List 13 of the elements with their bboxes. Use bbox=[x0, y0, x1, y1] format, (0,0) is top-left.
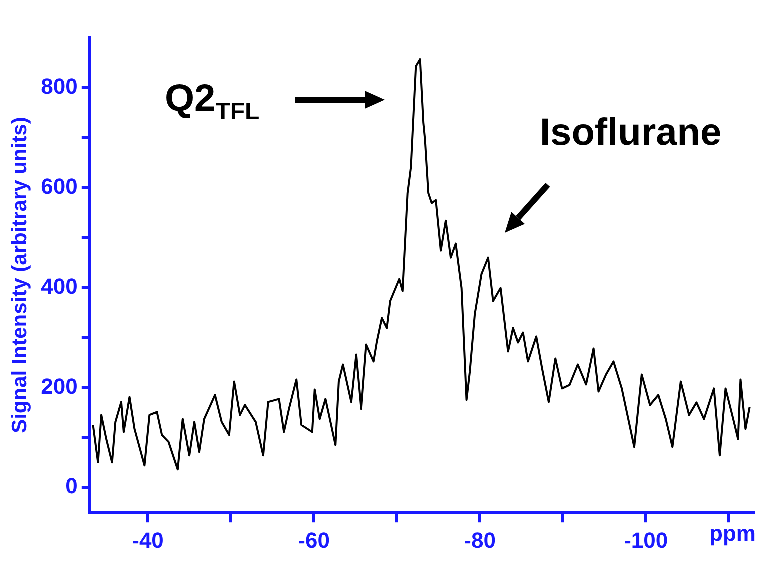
annotation: Isoflurane bbox=[540, 112, 722, 155]
y-tick-label: 0 bbox=[66, 474, 78, 499]
y-tick-label: 800 bbox=[41, 74, 78, 100]
y-tick-label: 600 bbox=[41, 174, 78, 199]
annotation: Q2$_{TFL}$ bbox=[165, 78, 260, 127]
x-tick-label: -80 bbox=[464, 528, 496, 553]
y-tick-label: 200 bbox=[41, 374, 78, 399]
x-tick-label: -40 bbox=[132, 528, 164, 553]
x-tick-label: -60 bbox=[298, 528, 330, 553]
y-tick-label: 400 bbox=[41, 274, 78, 299]
y-axis-title: Signal Intensity (arbitrary units) bbox=[8, 117, 32, 434]
x-tick-label: -100 bbox=[624, 528, 668, 553]
x-axis-title: ppm bbox=[710, 521, 756, 546]
